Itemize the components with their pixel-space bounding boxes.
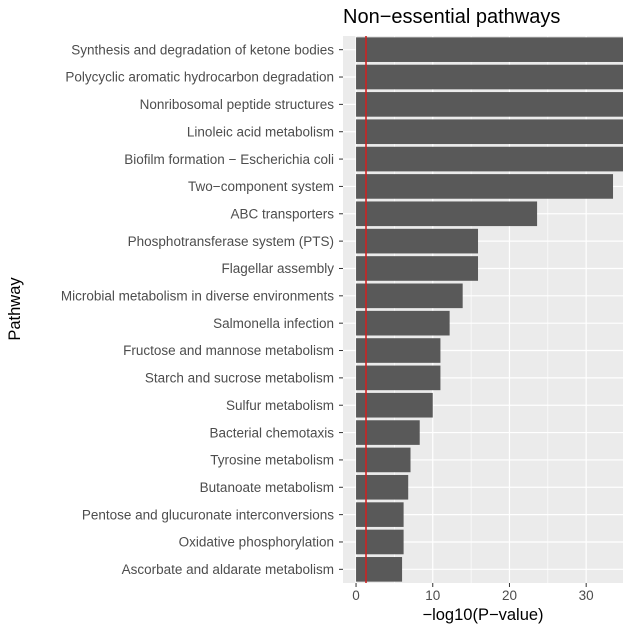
y-tick-label: Sulfur metabolism: [226, 398, 334, 413]
bar: [356, 338, 441, 363]
x-tick-label: 30: [579, 588, 594, 603]
y-tick-label: Biofilm formation − Escherichia coli: [124, 152, 334, 167]
chart-title: Non−essential pathways: [343, 6, 560, 28]
plot-panel: [343, 36, 623, 583]
bar: [356, 392, 433, 418]
y-tick-label: Two−component system: [188, 179, 334, 194]
y-tick-label: Polycyclic aromatic hydrocarbon degradat…: [65, 70, 334, 85]
bar: [356, 119, 623, 145]
y-tick-label: Salmonella infection: [213, 316, 334, 331]
bar: [356, 557, 403, 582]
bar: [356, 365, 441, 391]
y-tick-label: Butanoate metabolism: [200, 480, 334, 495]
y-axis-ticks: [339, 49, 343, 570]
y-tick-label: Bacterial chemotaxis: [209, 425, 334, 440]
y-tick-label: ABC transporters: [230, 206, 334, 221]
y-axis-tick-labels: Synthesis and degradation of ketone bodi…: [61, 42, 334, 577]
x-axis-title: −log10(P−value): [422, 606, 543, 624]
bars: [356, 37, 623, 582]
y-tick-label: Pentose and glucuronate interconversions: [82, 507, 334, 522]
bar: [356, 174, 614, 199]
bar: [356, 37, 623, 62]
y-tick-label: Ascorbate and aldarate metabolism: [122, 562, 334, 577]
bar: [356, 92, 623, 117]
x-axis-ticks: [355, 583, 587, 587]
y-tick-label: Microbial metabolism in diverse environm…: [61, 289, 334, 304]
bar: [356, 502, 404, 527]
x-tick-label: 10: [425, 588, 440, 603]
y-tick-label: Tyrosine metabolism: [210, 453, 334, 468]
y-tick-label: Nonribosomal peptide structures: [140, 97, 335, 112]
y-tick-label: Phosphotransferase system (PTS): [128, 234, 334, 249]
y-tick-label: Starch and sucrose metabolism: [145, 371, 334, 386]
bar: [356, 283, 463, 309]
bar: [356, 201, 538, 227]
bar: [356, 256, 479, 281]
y-axis-title: Pathway: [6, 277, 24, 341]
bar: [356, 310, 450, 336]
y-tick-label: Oxidative phosphorylation: [179, 535, 334, 550]
bar: [356, 529, 404, 555]
bar: [356, 228, 479, 254]
bar: [356, 447, 411, 473]
x-tick-label: 20: [502, 588, 517, 603]
bar: [356, 64, 623, 90]
y-tick-label: Linoleic acid metabolism: [187, 124, 334, 139]
y-tick-label: Fructose and mannose metabolism: [123, 343, 334, 358]
bar: [356, 146, 623, 172]
y-tick-label: Flagellar assembly: [221, 261, 334, 276]
x-axis-tick-labels: 0 10 20 30: [352, 588, 593, 603]
bar: [356, 474, 409, 500]
y-tick-label: Synthesis and degradation of ketone bodi…: [71, 42, 334, 57]
x-tick-label: 0: [352, 588, 360, 603]
